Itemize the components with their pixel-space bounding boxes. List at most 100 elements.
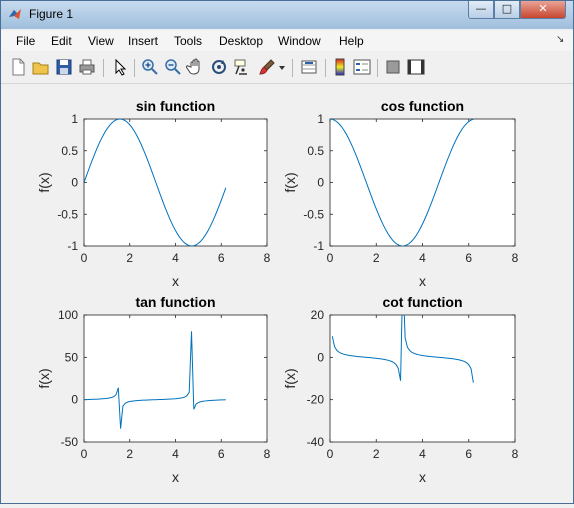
y-tick-label: 0 — [71, 393, 78, 407]
zoom-in-icon[interactable] — [140, 57, 160, 77]
x-tick-label: 6 — [218, 251, 225, 265]
x-tick-label: 2 — [373, 447, 380, 461]
y-axis-label: f(x) — [36, 368, 52, 388]
window-title: Figure 1 — [29, 7, 74, 21]
y-tick-label: 0 — [71, 176, 78, 190]
menu-insert[interactable]: Insert — [128, 34, 159, 48]
x-tick-label: 6 — [465, 251, 472, 265]
new-figure-icon[interactable] — [8, 57, 28, 77]
minimize-button[interactable]: — — [468, 1, 494, 19]
toolbar-separator — [134, 59, 135, 77]
plots-svg: 0 2 4 6 8 -1 -0.5 0 0.5 1 sin function x f(x) 0 2 4 6 8 -1… — [36, 98, 519, 485]
x-tick-label: 8 — [264, 447, 271, 461]
brush-dropdown-icon[interactable] — [277, 57, 287, 77]
x-axis-label: x — [172, 469, 179, 485]
toolbar-separator — [292, 59, 293, 77]
link-plot-icon[interactable] — [299, 57, 319, 77]
maximize-button[interactable]: □ — [494, 1, 520, 19]
plot-area — [83, 118, 268, 247]
y-tick-label: 1 — [317, 112, 324, 126]
menu-desktop[interactable]: Desktop — [219, 34, 264, 48]
y-tick-label: -20 — [307, 393, 325, 407]
x-tick-label: 0 — [81, 447, 88, 461]
x-tick-label: 8 — [264, 251, 271, 265]
y-tick-label: -0.5 — [303, 207, 324, 221]
menu-help[interactable]: Help — [339, 34, 364, 48]
toolbar — [1, 53, 573, 84]
menu-view[interactable]: View — [88, 34, 114, 48]
colorbar-icon[interactable] — [330, 57, 350, 77]
menu-tools[interactable]: Tools — [174, 34, 203, 48]
y-tick-label: 0.5 — [61, 144, 78, 158]
chart-title: tan function — [135, 294, 215, 310]
y-tick-label: 0.5 — [307, 144, 324, 158]
axes-cos: 0 2 4 6 8 -1 -0.5 0 0.5 1 cos function x f(x) — [282, 98, 519, 289]
plot-area — [83, 314, 268, 443]
y-tick-label: 20 — [311, 308, 325, 322]
matlab-logo-icon — [9, 9, 21, 19]
menu-bar: File Edit View Insert Tools Desktop Wind… — [1, 31, 573, 51]
plot-area — [329, 118, 516, 247]
x-tick-label: 0 — [81, 251, 88, 265]
menu-window[interactable]: Window — [278, 34, 321, 48]
x-tick-label: 8 — [512, 251, 519, 265]
x-tick-label: 6 — [218, 447, 225, 461]
brush-icon[interactable] — [257, 57, 277, 77]
y-tick-label: 50 — [65, 350, 79, 364]
close-button[interactable]: ✕ — [520, 1, 566, 19]
y-axis-label: f(x) — [282, 172, 298, 192]
y-axis-label: f(x) — [36, 172, 52, 192]
save-icon[interactable] — [54, 57, 74, 77]
series-line-cot — [331, 315, 474, 383]
toolbar-separator — [103, 59, 104, 77]
x-tick-label: 4 — [172, 251, 179, 265]
show-plot-tools-icon[interactable] — [406, 57, 426, 77]
hide-plot-tools-icon[interactable] — [383, 57, 403, 77]
zoom-out-icon[interactable] — [163, 57, 183, 77]
rotate-3d-icon[interactable] — [209, 57, 229, 77]
legend-icon[interactable] — [352, 57, 372, 77]
series-line-cos — [330, 119, 474, 246]
y-tick-label: 0 — [317, 176, 324, 190]
y-tick-label: -50 — [61, 435, 79, 449]
axes-cot: 0 2 4 6 8 -40 -20 0 20 cot function x f(x) — [282, 294, 519, 485]
series-line-sin — [84, 119, 227, 246]
toolbar-separator — [377, 59, 378, 77]
select-arrow-icon[interactable] — [110, 57, 130, 77]
x-tick-label: 2 — [126, 447, 133, 461]
menu-dock-arrow-icon[interactable]: ↘ — [556, 34, 565, 45]
x-tick-label: 8 — [512, 447, 519, 461]
x-axis-label: x — [419, 273, 426, 289]
y-tick-label: 0 — [317, 350, 324, 364]
y-tick-label: -40 — [307, 435, 325, 449]
menu-edit[interactable]: Edit — [51, 34, 72, 48]
y-tick-label: 100 — [58, 308, 78, 322]
y-tick-label: -1 — [67, 239, 78, 253]
y-tick-label: -0.5 — [57, 207, 78, 221]
menu-file[interactable]: File — [16, 34, 36, 48]
figure-canvas: 0 2 4 6 8 -1 -0.5 0 0.5 1 sin function x f(x) 0 2 4 6 8 -1… — [1, 85, 573, 503]
x-tick-label: 0 — [327, 447, 334, 461]
x-tick-label: 4 — [419, 447, 426, 461]
toolbar-separator — [325, 59, 326, 77]
plot-area — [329, 314, 516, 443]
open-file-icon[interactable] — [31, 57, 51, 77]
chart-title: sin function — [136, 98, 215, 114]
x-tick-label: 0 — [327, 251, 334, 265]
x-tick-label: 2 — [373, 251, 380, 265]
x-axis-label: x — [172, 273, 179, 289]
pan-hand-icon[interactable] — [186, 57, 206, 77]
chart-title: cot function — [382, 294, 462, 310]
x-tick-label: 4 — [172, 447, 179, 461]
series-line-tan — [84, 331, 226, 429]
print-icon[interactable] — [77, 57, 97, 77]
x-tick-label: 2 — [126, 251, 133, 265]
y-tick-label: -1 — [313, 239, 324, 253]
x-axis-label: x — [419, 469, 426, 485]
data-cursor-icon[interactable] — [232, 57, 252, 77]
title-bar[interactable]: Figure 1 — □ ✕ — [1, 1, 573, 29]
chart-title: cos function — [381, 98, 464, 114]
y-axis-label: f(x) — [282, 368, 298, 388]
